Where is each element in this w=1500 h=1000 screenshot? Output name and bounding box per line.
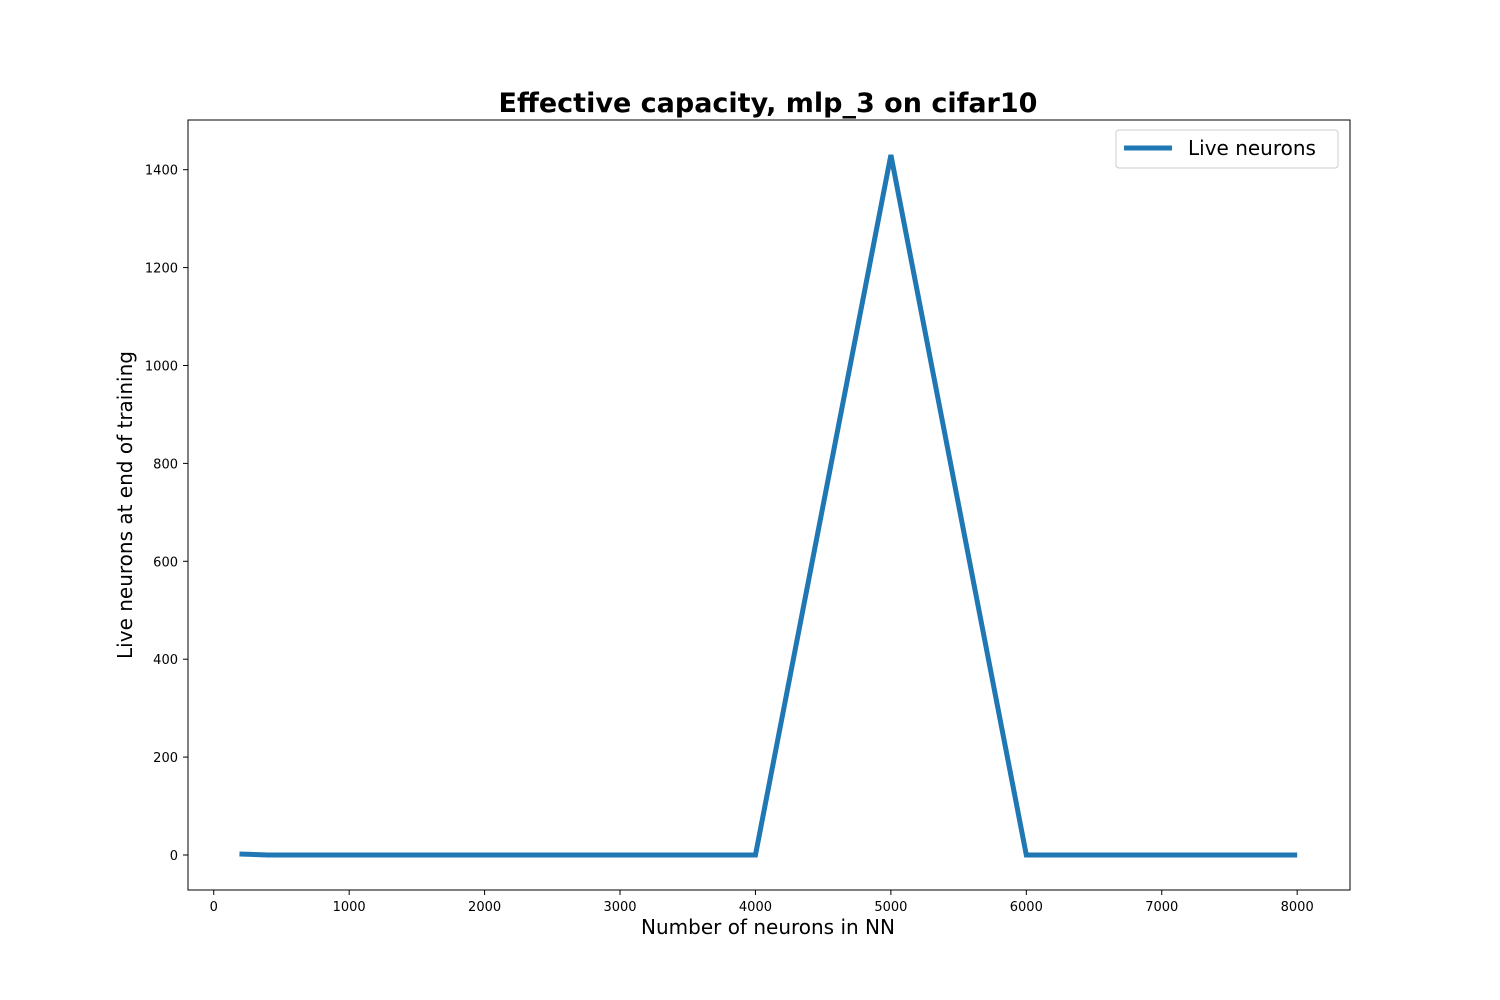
x-tick-label: 5000 [874,900,907,915]
y-tick-label: 1000 [145,359,178,374]
y-tick-label: 800 [153,457,178,472]
y-tick-label: 200 [153,751,178,766]
x-axis-label: Number of neurons in NN [641,915,895,939]
chart-title: Effective capacity, mlp_3 on cifar10 [499,88,1038,119]
x-tick-label: 7000 [1145,900,1178,915]
y-axis: 0 200 400 600 800 1000 1200 1400 [145,164,188,864]
plot-area: 0 1000 2000 3000 4000 5000 6000 7000 8000 0 200 40… [145,119,1351,915]
x-tick-label: 0 [210,900,218,915]
legend-label-live-neurons: Live neurons [1188,136,1316,160]
y-tick-label: 1400 [145,164,178,179]
x-tick-label: 1000 [333,900,366,915]
y-tick-label: 1200 [145,262,178,277]
x-axis: 0 1000 2000 3000 4000 5000 6000 7000 8000 [210,890,1314,915]
legend-box [1115,129,1339,169]
x-tick-label: 2000 [468,900,501,915]
x-tick-label: 4000 [739,900,772,915]
plot-frame [187,119,1351,891]
series-layer [239,154,1298,858]
x-tick-label: 8000 [1281,900,1314,915]
y-tick-label: 0 [170,849,178,864]
y-tick-label: 600 [153,555,178,570]
x-tick-label: 3000 [603,900,636,915]
y-axis-label: Live neurons at end of training [113,351,137,659]
x-tick-label: 6000 [1010,900,1043,915]
series-line-live-neurons [239,154,1298,858]
y-tick-label: 400 [153,653,178,668]
legend: Live neurons [1115,129,1339,169]
